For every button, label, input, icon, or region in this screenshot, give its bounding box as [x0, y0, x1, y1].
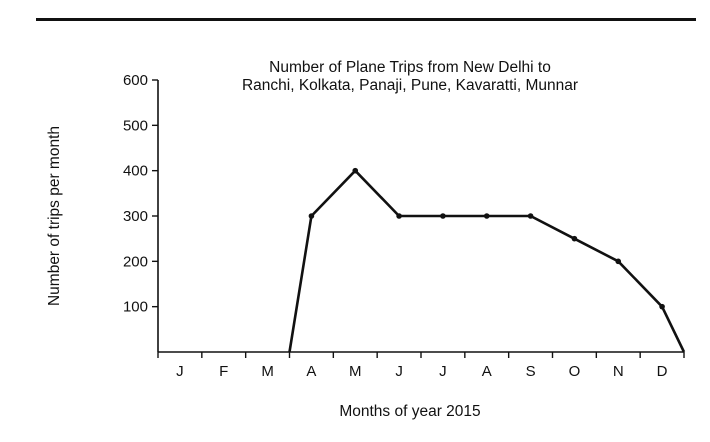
- data-point: [483, 213, 490, 219]
- x-axis-label: Months of year 2015: [339, 403, 481, 420]
- data-point: [527, 213, 534, 219]
- x-tick-label: N: [613, 363, 624, 380]
- y-axis-label: Number of trips per month: [46, 125, 63, 307]
- series-line: [288, 169, 686, 353]
- data-point: [659, 303, 665, 310]
- x-tick-label: F: [219, 363, 228, 380]
- x-tick-label: M: [261, 363, 274, 380]
- chart-title-line-1: Number of Plane Trips from New Delhi to: [269, 59, 551, 76]
- x-tick-label: J: [439, 363, 447, 380]
- data-point: [308, 213, 315, 219]
- data-point: [352, 167, 359, 174]
- y-tick-label: 200: [123, 253, 148, 270]
- x-tick-label: A: [482, 363, 492, 380]
- data-point: [396, 213, 402, 219]
- data-point: [615, 258, 622, 265]
- x-tick-label: O: [569, 363, 581, 380]
- x-tick-label: J: [395, 363, 403, 380]
- x-tick-label: M: [349, 363, 362, 380]
- x-tick-label: S: [526, 363, 536, 380]
- x-tick-label: A: [306, 363, 316, 380]
- chart-title-line-2: Ranchi, Kolkata, Panaji, Pune, Kavaratti…: [241, 77, 579, 94]
- y-tick-label: 500: [123, 117, 148, 134]
- data-point: [571, 235, 578, 242]
- top-rule: [36, 18, 696, 21]
- y-tick-label: 600: [123, 72, 148, 89]
- x-tick-label: J: [176, 363, 184, 380]
- x-tick-label: D: [657, 363, 668, 380]
- y-tick-label: 100: [123, 299, 148, 316]
- data-point: [440, 213, 446, 219]
- y-tick-label: 400: [123, 163, 148, 180]
- y-tick-label: 300: [123, 208, 148, 225]
